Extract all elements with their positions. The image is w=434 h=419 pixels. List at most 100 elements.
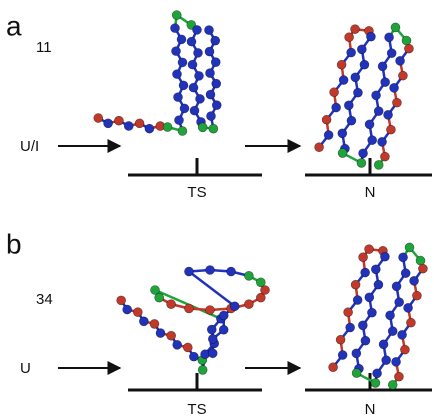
bead [139, 316, 149, 327]
bead [123, 121, 134, 131]
bead [384, 32, 394, 43]
bead [206, 324, 217, 335]
bead [373, 106, 384, 116]
bead [350, 279, 361, 290]
bead [400, 344, 410, 355]
bead [373, 279, 384, 290]
bead [398, 252, 408, 263]
bead [398, 70, 408, 81]
bead [178, 80, 189, 91]
bead [183, 342, 193, 353]
bead [418, 263, 428, 274]
bead [184, 303, 194, 314]
bead [337, 350, 348, 360]
bead [314, 142, 324, 153]
bead [211, 100, 222, 110]
bead [387, 380, 398, 390]
bead [176, 34, 187, 45]
bead [394, 297, 404, 307]
bead [207, 348, 218, 359]
bead [193, 48, 203, 58]
bead [335, 334, 346, 345]
bead [337, 148, 348, 158]
bead [197, 365, 208, 375]
bead [395, 56, 405, 66]
bead [323, 130, 334, 140]
bead [150, 285, 160, 295]
bead [218, 324, 229, 335]
state-label: N [365, 184, 376, 201]
bead [114, 115, 124, 126]
bead [93, 113, 104, 123]
bead [103, 118, 113, 129]
bead [192, 25, 202, 35]
bead [383, 110, 393, 120]
bead [171, 10, 182, 20]
bead [336, 59, 347, 70]
panel-number: 11 [36, 39, 52, 56]
bead [364, 244, 374, 254]
bead [359, 59, 370, 70]
bead [406, 317, 416, 328]
bead [358, 148, 368, 159]
bead [386, 48, 397, 58]
bead [204, 46, 215, 57]
bead [331, 102, 341, 113]
bead [172, 340, 182, 350]
bead [170, 23, 180, 33]
bead [392, 97, 402, 108]
bead [116, 295, 126, 306]
bead [387, 326, 398, 336]
bead [218, 310, 229, 321]
bead [211, 78, 222, 89]
bond [188, 270, 236, 308]
bead [244, 299, 254, 309]
bead [321, 114, 332, 125]
bead [345, 322, 355, 333]
bead [357, 44, 367, 55]
bead [380, 151, 390, 162]
bead [380, 251, 390, 262]
bead [412, 290, 422, 301]
bead [177, 126, 188, 136]
panel-label: b [6, 228, 22, 259]
bead [329, 87, 339, 98]
bead [367, 307, 377, 318]
bead [364, 292, 375, 303]
bead [205, 89, 216, 100]
bead [346, 115, 357, 126]
bead [356, 158, 367, 168]
start-state: U/I [20, 138, 39, 155]
bead [173, 92, 183, 102]
bead [364, 119, 375, 130]
bead [391, 281, 402, 292]
bead [134, 118, 145, 129]
bead [205, 68, 215, 78]
bead [344, 32, 354, 43]
bead [346, 47, 356, 58]
bead [372, 368, 382, 379]
bead [162, 122, 173, 132]
bead [367, 135, 377, 145]
bead [204, 25, 214, 35]
bead [394, 371, 404, 382]
bead [352, 295, 363, 305]
bead [401, 35, 412, 46]
bead [389, 83, 399, 93]
bead [351, 348, 362, 359]
bead [194, 71, 204, 81]
state-label: TS [187, 184, 206, 201]
bead [350, 24, 360, 34]
bead [390, 22, 401, 33]
bead [409, 276, 419, 286]
panel-b: b 34 U TS N [6, 228, 432, 418]
bead [386, 124, 396, 135]
bead [244, 271, 254, 281]
bead [343, 307, 353, 318]
bead [205, 265, 215, 275]
bead [256, 277, 266, 288]
bead [187, 59, 198, 70]
bead [226, 266, 236, 277]
bead [360, 267, 370, 278]
